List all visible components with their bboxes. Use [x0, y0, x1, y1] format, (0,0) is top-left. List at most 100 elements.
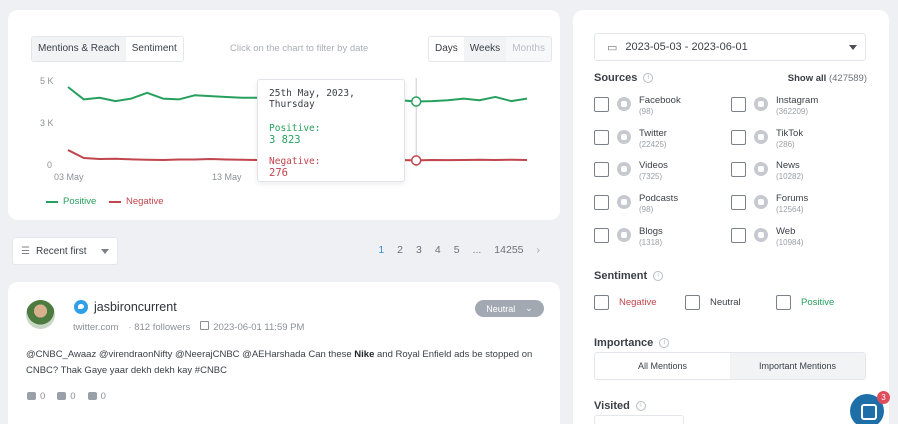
podcast-icon: [617, 195, 631, 209]
legend-positive[interactable]: Positive: [46, 196, 96, 207]
source-count: (1318): [639, 238, 663, 247]
show-all-count: (427589): [828, 73, 867, 84]
checkbox[interactable]: [594, 295, 609, 310]
all-mentions-option[interactable]: All Mentions: [637, 361, 688, 371]
thumbs-up-icon: [57, 392, 67, 400]
tab-months[interactable]: Months: [506, 37, 551, 61]
checkbox[interactable]: [594, 228, 609, 243]
share-icon: [754, 228, 768, 242]
mention-card[interactable]: jasbironcurrent twitter.com · 812 follow…: [8, 282, 560, 424]
data-point-negative[interactable]: [410, 155, 422, 166]
sentiment-dropdown[interactable]: Neutral ⌄: [475, 300, 544, 317]
source-count: (10984): [776, 238, 804, 247]
filters-panel: ▭ 2023-05-03 - 2023-06-01 Sources i Show…: [573, 10, 889, 424]
source-text: Facebook (98): [639, 95, 681, 116]
source-news[interactable]: News (10282): [731, 160, 804, 181]
instagram-icon: [754, 97, 768, 111]
source-tiktok[interactable]: TikTok (286): [731, 128, 803, 149]
source-name: Forums: [776, 193, 809, 204]
page-link[interactable]: 2: [397, 244, 403, 256]
calendar-icon: [200, 321, 210, 330]
source-name: Facebook: [639, 95, 681, 106]
source-name: TikTok: [776, 128, 804, 139]
legend-negative[interactable]: Negative: [109, 196, 164, 207]
page-link[interactable]: 4: [434, 244, 441, 256]
info-icon[interactable]: i: [635, 401, 646, 411]
checkbox[interactable]: [594, 162, 609, 177]
next-page-icon[interactable]: ›: [536, 244, 541, 256]
important-mentions-option[interactable]: Important Mentions: [730, 353, 865, 379]
show-all-label: Show all: [787, 73, 827, 84]
author-name[interactable]: jasbironcurrent: [94, 300, 177, 314]
source-name: Videos: [639, 160, 668, 171]
sentiment-positive[interactable]: Positive: [776, 295, 834, 310]
source-name: Blogs: [639, 226, 663, 237]
visited-toggle[interactable]: [594, 415, 684, 424]
likes-count: 0: [70, 391, 76, 402]
calendar-icon: ▭: [607, 41, 618, 54]
source-podcasts[interactable]: Podcasts (98): [594, 193, 678, 214]
mention-text-after: and Royal Enfield ads be stopped on CNBC…: [26, 349, 533, 376]
source-name: Twitter: [639, 128, 667, 139]
source-count: (12564): [776, 205, 804, 214]
page-link[interactable]: 5: [453, 244, 460, 256]
page-link[interactable]: 14255: [494, 244, 524, 256]
source-forums[interactable]: Forums (12564): [731, 193, 808, 214]
legend-positive-label: Positive: [63, 196, 97, 207]
checkbox[interactable]: [685, 295, 700, 310]
checkbox[interactable]: [776, 295, 791, 310]
sentiment-negative-label: Negative: [619, 297, 657, 308]
engagement-stats: 0 0 0: [27, 391, 106, 402]
checkbox[interactable]: [731, 97, 746, 112]
checkbox[interactable]: [731, 228, 746, 243]
sentiment-neutral-label: Neutral: [710, 297, 741, 308]
visited-title: Visited: [594, 400, 630, 412]
show-all-link[interactable]: Show all (427589): [788, 73, 867, 84]
info-icon[interactable]: i: [653, 271, 664, 281]
sort-dropdown[interactable]: ☰ Recent first: [12, 237, 118, 265]
source-text: TikTok (286): [776, 128, 803, 149]
checkbox[interactable]: [731, 195, 746, 210]
source-count: (286): [776, 140, 795, 149]
checkbox[interactable]: [731, 130, 746, 145]
data-point-positive[interactable]: [410, 96, 422, 107]
mention-keyword: Nike: [354, 349, 375, 360]
sentiment-neutral[interactable]: Neutral: [685, 295, 741, 310]
sentiment-badge-label: Neutral: [486, 303, 516, 314]
facebook-icon: [617, 97, 631, 111]
tab-mentions-reach[interactable]: Mentions & Reach: [32, 37, 126, 61]
tab-days[interactable]: Days: [429, 37, 464, 61]
page-link[interactable]: 3: [416, 244, 422, 256]
source-web[interactable]: Web (10984): [731, 226, 804, 247]
source-twitter[interactable]: Twitter (22425): [594, 128, 667, 149]
followers-count: · 812 followers: [128, 322, 190, 333]
tiktok-icon: [754, 130, 768, 144]
twitter-icon: [617, 130, 631, 144]
date-range-value: 2023-05-03 - 2023-06-01: [625, 41, 748, 53]
sentiment-heading: Sentiment i: [594, 270, 664, 282]
source-text: Twitter (22425): [639, 128, 667, 149]
source-instagram[interactable]: Instagram (362209): [731, 95, 818, 116]
source-facebook[interactable]: Facebook (98): [594, 95, 681, 116]
source-name: News: [776, 160, 800, 171]
date-range-picker[interactable]: ▭ 2023-05-03 - 2023-06-01: [594, 33, 866, 61]
source-count: (362209): [776, 107, 809, 116]
source-text: Podcasts (98): [639, 193, 678, 214]
sentiment-negative[interactable]: Negative: [594, 295, 657, 310]
checkbox[interactable]: [594, 97, 609, 112]
tab-sentiment[interactable]: Sentiment: [125, 37, 183, 61]
tab-weeks[interactable]: Weeks: [463, 37, 507, 61]
source-name: Web: [776, 226, 796, 237]
page-ellipsis: ...: [472, 244, 482, 256]
avatar[interactable]: [26, 300, 55, 329]
page-link[interactable]: 1: [378, 244, 385, 256]
source-videos[interactable]: Videos (7325): [594, 160, 668, 181]
info-icon[interactable]: i: [659, 338, 670, 348]
checkbox[interactable]: [594, 195, 609, 210]
source-link[interactable]: twitter.com: [73, 321, 119, 333]
info-icon[interactable]: i: [643, 73, 654, 83]
checkbox[interactable]: [594, 130, 609, 145]
source-blogs[interactable]: Blogs (1318): [594, 226, 663, 247]
sentiment-title: Sentiment: [594, 270, 648, 282]
checkbox[interactable]: [731, 162, 746, 177]
